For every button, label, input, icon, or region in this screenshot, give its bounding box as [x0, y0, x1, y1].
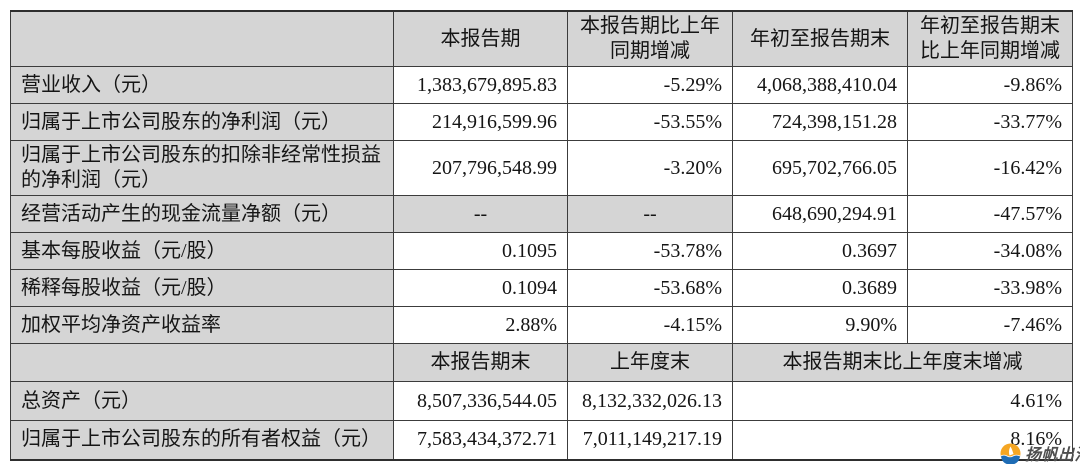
cell-value: 8.16%	[732, 420, 1073, 460]
table-row-basic-eps: 基本每股收益（元/股） 0.1095 -53.78% 0.3697 -34.08…	[10, 232, 1073, 270]
cell-value: -47.57%	[907, 195, 1073, 233]
row-label: 归属于上市公司股东的净利润（元）	[10, 103, 394, 141]
row-label: 经营活动产生的现金流量净额（元）	[10, 195, 394, 233]
cell-value: 7,583,434,372.71	[393, 420, 568, 460]
cell-value: -16.42%	[907, 140, 1073, 196]
cell-value: 8,507,336,544.05	[393, 381, 568, 421]
cell-value: -53.78%	[567, 232, 733, 270]
cell-value: 207,796,548.99	[393, 140, 568, 196]
table-row-operating-cash-flow: 经营活动产生的现金流量净额（元） -- -- 648,690,294.91 -4…	[10, 195, 1073, 233]
table-row-net-profit-excl-nonrecurring: 归属于上市公司股东的扣除非经常性损益的净利润（元） 207,796,548.99…	[10, 140, 1073, 196]
cell-value: 214,916,599.96	[393, 103, 568, 141]
cell-value: -3.20%	[567, 140, 733, 196]
table-row-net-profit: 归属于上市公司股东的净利润（元） 214,916,599.96 -53.55% …	[10, 103, 1073, 141]
cell-value: 8,132,332,026.13	[567, 381, 733, 421]
period-header-row: 本报告期 本报告期比上年 同期增减 年初至报告期末 年初至报告期末 比上年同期增…	[10, 10, 1073, 67]
sail-sun-logo-icon	[1000, 443, 1021, 464]
col-header-prior-year-end: 上年度末	[567, 343, 733, 382]
table-row-revenue: 营业收入（元） 1,383,679,895.83 -5.29% 4,068,38…	[10, 66, 1073, 104]
cell-value: 648,690,294.91	[732, 195, 908, 233]
cell-value: 4,068,388,410.04	[732, 66, 908, 104]
watermark-label: 扬帆出海	[1025, 447, 1080, 464]
cell-value: -53.68%	[567, 269, 733, 307]
corner-cell	[10, 343, 394, 382]
cell-value: -9.86%	[907, 66, 1073, 104]
cell-value: -5.29%	[567, 66, 733, 104]
cell-value: 0.1095	[393, 232, 568, 270]
corner-cell	[10, 10, 394, 67]
cell-value: -33.77%	[907, 103, 1073, 141]
col-header-period-end-change: 本报告期末比上年度末增减	[732, 343, 1073, 382]
table-row-total-assets: 总资产（元） 8,507,336,544.05 8,132,332,026.13…	[10, 381, 1073, 421]
cell-value: 0.3689	[732, 269, 908, 307]
cell-value: 1,383,679,895.83	[393, 66, 568, 104]
row-label: 归属于上市公司股东的所有者权益（元）	[10, 420, 394, 460]
row-label: 归属于上市公司股东的扣除非经常性损益的净利润（元）	[10, 140, 394, 196]
cell-value: -34.08%	[907, 232, 1073, 270]
cell-value: 9.90%	[732, 306, 908, 344]
row-label: 营业收入（元）	[10, 66, 394, 104]
row-label: 稀释每股收益（元/股）	[10, 269, 394, 307]
col-header-ytd-yoy-change: 年初至报告期末 比上年同期增减	[907, 10, 1073, 67]
cell-value: 0.1094	[393, 269, 568, 307]
cell-value: -7.46%	[907, 306, 1073, 344]
watermark: 扬帆出海	[1000, 441, 1080, 465]
col-header-period-end: 本报告期末	[393, 343, 568, 382]
cell-value: -53.55%	[567, 103, 733, 141]
cell-value: 0.3697	[732, 232, 908, 270]
cell-value: 2.88%	[393, 306, 568, 344]
period-end-header-row: 本报告期末 上年度末 本报告期末比上年度末增减	[10, 343, 1073, 382]
col-header-period-yoy-change: 本报告期比上年 同期增减	[567, 10, 733, 67]
col-header-current-period: 本报告期	[393, 10, 568, 67]
cell-value: 695,702,766.05	[732, 140, 908, 196]
cell-value: -4.15%	[567, 306, 733, 344]
cell-value-na: --	[393, 195, 568, 233]
table-row-equity-attributable: 归属于上市公司股东的所有者权益（元） 7,583,434,372.71 7,01…	[10, 420, 1073, 460]
financial-summary-table: 本报告期 本报告期比上年 同期增减 年初至报告期末 年初至报告期末 比上年同期增…	[10, 10, 1073, 461]
table-row-weighted-avg-roe: 加权平均净资产收益率 2.88% -4.15% 9.90% -7.46%	[10, 306, 1073, 344]
row-label: 加权平均净资产收益率	[10, 306, 394, 344]
table-row-diluted-eps: 稀释每股收益（元/股） 0.1094 -53.68% 0.3689 -33.98…	[10, 269, 1073, 307]
cell-value: 7,011,149,217.19	[567, 420, 733, 460]
row-label: 总资产（元）	[10, 381, 394, 421]
cell-value-na: --	[567, 195, 733, 233]
row-label: 基本每股收益（元/股）	[10, 232, 394, 270]
col-header-ytd: 年初至报告期末	[732, 10, 908, 67]
cell-value: 4.61%	[732, 381, 1073, 421]
cell-value: 724,398,151.28	[732, 103, 908, 141]
cell-value: -33.98%	[907, 269, 1073, 307]
